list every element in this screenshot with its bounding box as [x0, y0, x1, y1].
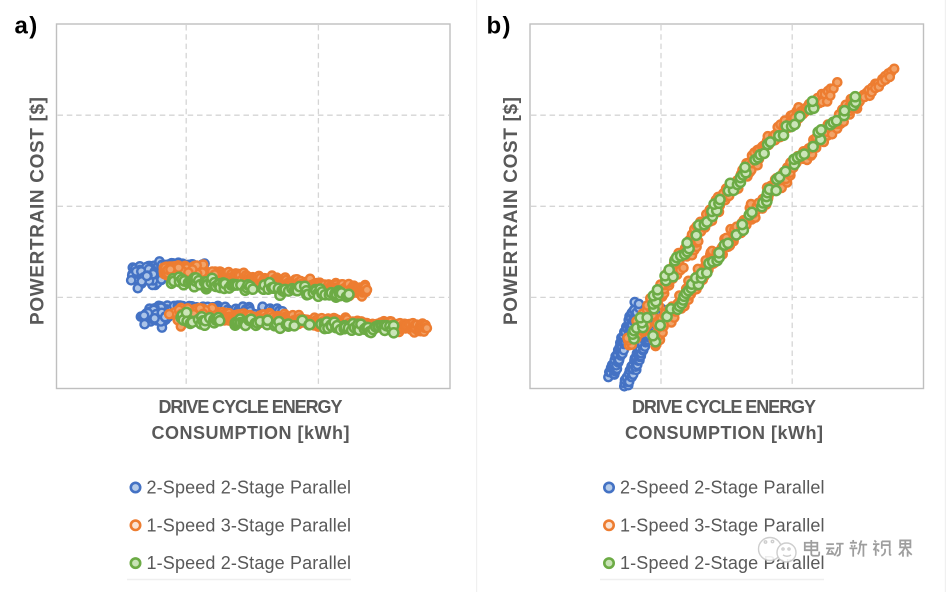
svg-text:1-Speed 3-Stage Parallel: 1-Speed 3-Stage Parallel: [620, 515, 825, 535]
svg-text:b): b): [487, 12, 512, 39]
svg-text:1-Speed 3-Stage Parallel: 1-Speed 3-Stage Parallel: [147, 515, 352, 535]
svg-text:DRIVE CYCLE ENERGY: DRIVE CYCLE ENERGY: [159, 397, 343, 417]
svg-text:2-Speed 2-Stage Parallel: 2-Speed 2-Stage Parallel: [620, 478, 825, 498]
svg-text:POWERTRAIN COST [$]: POWERTRAIN COST [$]: [27, 97, 48, 325]
svg-text:a): a): [15, 12, 39, 39]
svg-text:POWERTRAIN COST [$]: POWERTRAIN COST [$]: [501, 97, 522, 325]
svg-text:DRIVE CYCLE ENERGY: DRIVE CYCLE ENERGY: [632, 397, 816, 417]
svg-text:CONSUMPTION [kWh]: CONSUMPTION [kWh]: [625, 423, 823, 443]
svg-text:CONSUMPTION [kWh]: CONSUMPTION [kWh]: [152, 423, 350, 443]
svg-text:2-Speed 2-Stage Parallel: 2-Speed 2-Stage Parallel: [147, 478, 352, 498]
svg-text:1-Speed 2-Stage Parallel: 1-Speed 2-Stage Parallel: [147, 553, 352, 573]
